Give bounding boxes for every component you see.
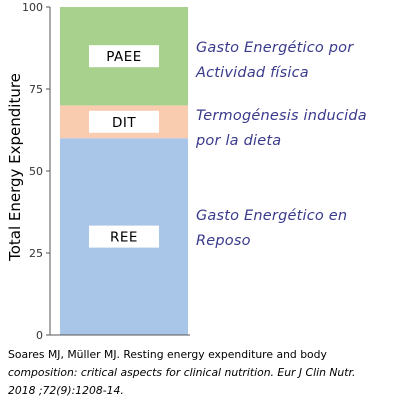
y-tick-label-25: 25	[29, 247, 43, 260]
ree-annotation-line-2: Reposo	[196, 233, 251, 249]
y-axis-title: Total Energy Expenditure	[6, 73, 24, 262]
ree-annotation: Gasto Energético en Reposo	[196, 204, 396, 254]
citation-line-3: 2018 ;72(9):1208-14.	[8, 384, 124, 397]
ree-annotation-line-1: Gasto Energético en	[196, 208, 348, 224]
stacked-bar-chart: REE DIT PAEE 0 25 50 75 100 Total Energy Expendi…	[6, 1, 190, 342]
dit-annotation: Termogénesis inducida por la dieta	[196, 104, 396, 154]
citation: Soares MJ, Müller MJ. Resting energy exp…	[8, 346, 396, 400]
citation-line-2: composition: critical aspects for clinic…	[8, 366, 356, 379]
bar-label-box-ree	[89, 225, 159, 248]
y-tick-label-0: 0	[36, 329, 43, 342]
bar-label-box-paee	[89, 45, 159, 68]
paee-annotation: Gasto Energético por Actividad física	[196, 36, 396, 86]
y-tick-label-50: 50	[29, 165, 43, 178]
bar-label-paee: PAEE	[106, 49, 142, 65]
citation-line-1: Soares MJ, Müller MJ. Resting energy exp…	[8, 348, 327, 361]
bar-label-ree: REE	[110, 230, 138, 246]
y-tick-label-75: 75	[29, 83, 43, 96]
bar-label-dit: DIT	[112, 115, 136, 131]
y-tick-label-100: 100	[22, 1, 43, 14]
bar-label-box-dit	[89, 110, 159, 133]
dit-annotation-line-1: Termogénesis inducida	[196, 108, 367, 124]
paee-annotation-line-1: Gasto Energético por	[196, 40, 354, 56]
paee-annotation-line-2: Actividad física	[196, 65, 309, 81]
dit-annotation-line-2: por la dieta	[196, 133, 282, 149]
